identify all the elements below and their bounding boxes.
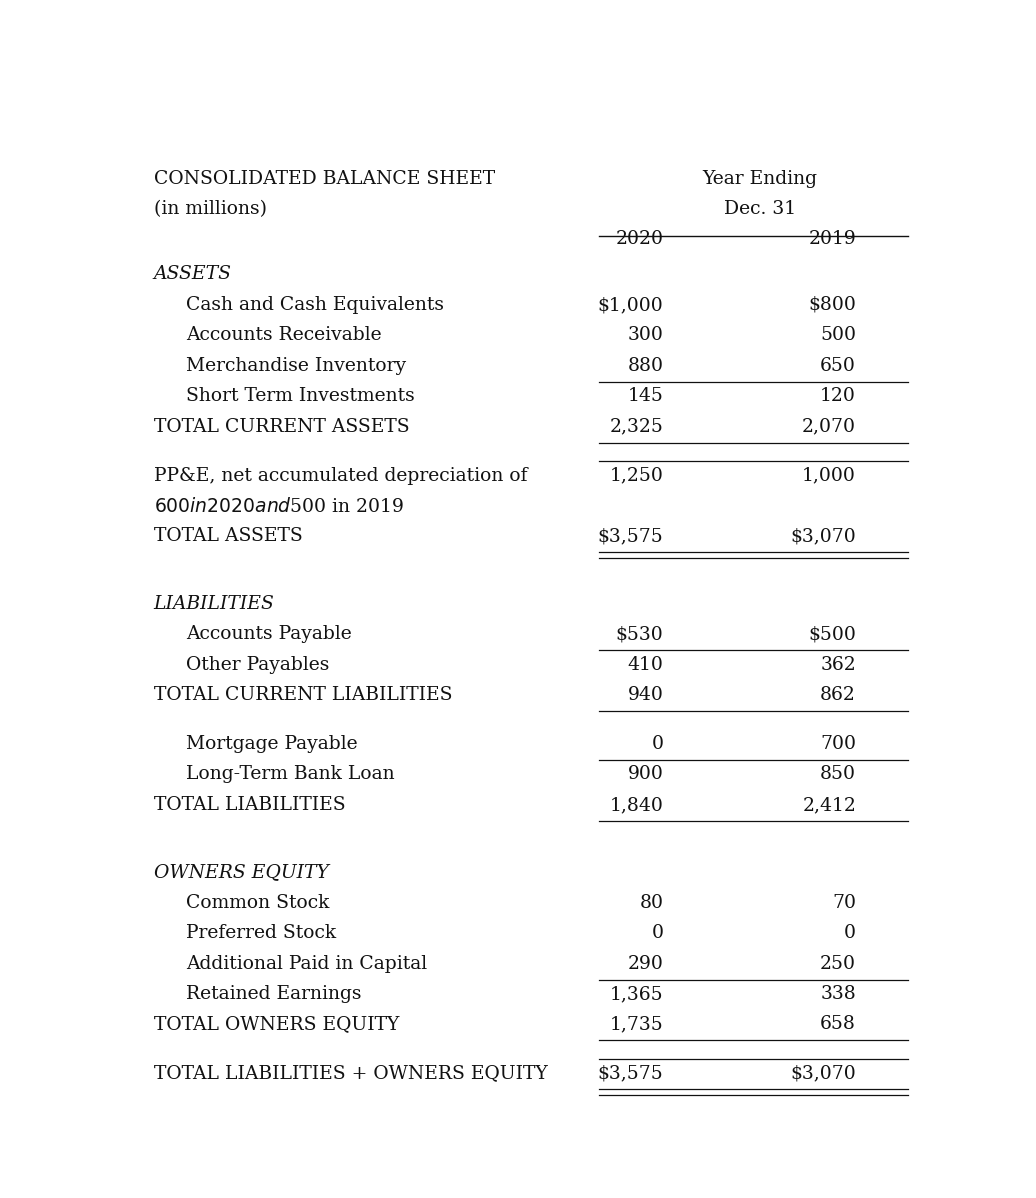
Text: TOTAL CURRENT LIABILITIES: TOTAL CURRENT LIABILITIES: [153, 686, 452, 704]
Text: 850: 850: [821, 766, 856, 783]
Text: 300: 300: [628, 326, 663, 344]
Text: TOTAL LIABILITIES + OWNERS EQUITY: TOTAL LIABILITIES + OWNERS EQUITY: [153, 1064, 547, 1082]
Text: Merchandise Inventory: Merchandise Inventory: [185, 357, 406, 375]
Text: 410: 410: [628, 655, 663, 673]
Text: Cash and Cash Equivalents: Cash and Cash Equivalents: [185, 296, 443, 314]
Text: Additional Paid in Capital: Additional Paid in Capital: [185, 955, 427, 973]
Text: LIABILITIES: LIABILITIES: [153, 594, 275, 613]
Text: 1,000: 1,000: [802, 466, 856, 484]
Text: Dec. 31: Dec. 31: [724, 200, 796, 218]
Text: 658: 658: [821, 1016, 856, 1034]
Text: $500: $500: [808, 625, 856, 643]
Text: 0: 0: [652, 924, 663, 942]
Text: $3,070: $3,070: [790, 1064, 856, 1082]
Text: 250: 250: [821, 955, 856, 973]
Text: 862: 862: [821, 686, 856, 704]
Text: Other Payables: Other Payables: [185, 655, 329, 673]
Text: 1,735: 1,735: [609, 1016, 663, 1034]
Text: (in millions): (in millions): [153, 200, 266, 218]
Text: 290: 290: [628, 955, 663, 973]
Text: 1,250: 1,250: [609, 466, 663, 484]
Text: 80: 80: [639, 894, 663, 912]
Text: $800: $800: [808, 296, 856, 314]
Text: $530: $530: [615, 625, 663, 643]
Text: TOTAL ASSETS: TOTAL ASSETS: [153, 527, 303, 545]
Text: 880: 880: [628, 357, 663, 375]
Text: $1,000: $1,000: [598, 296, 663, 314]
Text: 362: 362: [821, 655, 856, 673]
Text: OWNERS EQUITY: OWNERS EQUITY: [153, 864, 328, 882]
Text: 1,365: 1,365: [610, 985, 663, 1003]
Text: CONSOLIDATED BALANCE SHEET: CONSOLIDATED BALANCE SHEET: [153, 170, 495, 188]
Text: TOTAL OWNERS EQUITY: TOTAL OWNERS EQUITY: [153, 1016, 399, 1034]
Text: 2020: 2020: [615, 230, 663, 248]
Text: 2,325: 2,325: [609, 418, 663, 436]
Text: ASSETS: ASSETS: [153, 266, 232, 284]
Text: 900: 900: [628, 766, 663, 783]
Text: Preferred Stock: Preferred Stock: [185, 924, 336, 942]
Text: Accounts Payable: Accounts Payable: [185, 625, 351, 643]
Text: $600 in 2020 and $500 in 2019: $600 in 2020 and $500 in 2019: [153, 497, 404, 516]
Text: 0: 0: [844, 924, 856, 942]
Text: $3,575: $3,575: [598, 527, 663, 545]
Text: 70: 70: [832, 894, 856, 912]
Text: Short Term Investments: Short Term Investments: [185, 387, 414, 405]
Text: TOTAL LIABILITIES: TOTAL LIABILITIES: [153, 795, 345, 813]
Text: 0: 0: [652, 736, 663, 754]
Text: 2019: 2019: [808, 230, 856, 248]
Text: Long-Term Bank Loan: Long-Term Bank Loan: [185, 766, 395, 783]
Text: $3,575: $3,575: [598, 1064, 663, 1082]
Text: Accounts Receivable: Accounts Receivable: [185, 326, 381, 344]
Text: Year Ending: Year Ending: [702, 170, 817, 188]
Text: Mortgage Payable: Mortgage Payable: [185, 736, 357, 754]
Text: 700: 700: [821, 736, 856, 754]
Text: Retained Earnings: Retained Earnings: [185, 985, 362, 1003]
Text: 338: 338: [821, 985, 856, 1003]
Text: TOTAL CURRENT ASSETS: TOTAL CURRENT ASSETS: [153, 418, 409, 436]
Text: 1,840: 1,840: [609, 795, 663, 813]
Text: 650: 650: [821, 357, 856, 375]
Text: 2,070: 2,070: [802, 418, 856, 436]
Text: Common Stock: Common Stock: [185, 894, 329, 912]
Text: 145: 145: [628, 387, 663, 405]
Text: $3,070: $3,070: [790, 527, 856, 545]
Text: 500: 500: [821, 326, 856, 344]
Text: 2,412: 2,412: [802, 795, 856, 813]
Text: 120: 120: [821, 387, 856, 405]
Text: PP&E, net accumulated depreciation of: PP&E, net accumulated depreciation of: [153, 466, 527, 484]
Text: 940: 940: [628, 686, 663, 704]
